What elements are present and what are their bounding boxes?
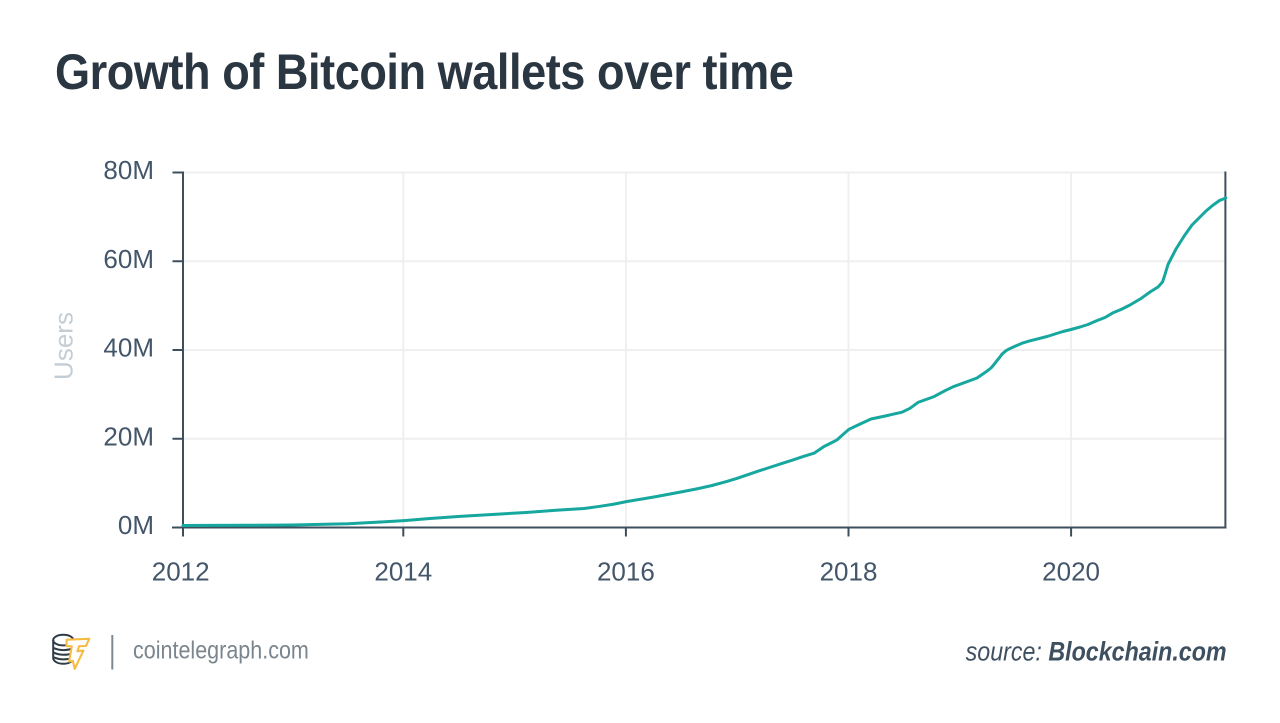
svg-text:cointelegraph.com: cointelegraph.com [133,636,309,664]
svg-text:2016: 2016 [597,556,655,586]
svg-text:40M: 40M [103,333,154,363]
svg-text:60M: 60M [103,244,154,274]
svg-text:80M: 80M [103,155,154,185]
svg-text:2018: 2018 [820,556,878,586]
svg-text:2020: 2020 [1042,556,1100,586]
svg-text:20M: 20M [103,421,154,451]
svg-text:source: Blockchain.com: source: Blockchain.com [966,637,1227,667]
svg-text:2012: 2012 [152,556,210,586]
svg-text:2014: 2014 [374,556,432,586]
svg-text:Growth of Bitcoin wallets over: Growth of Bitcoin wallets over time [55,45,793,101]
svg-text:Users: Users [48,312,78,380]
svg-text:0M: 0M [118,510,154,540]
